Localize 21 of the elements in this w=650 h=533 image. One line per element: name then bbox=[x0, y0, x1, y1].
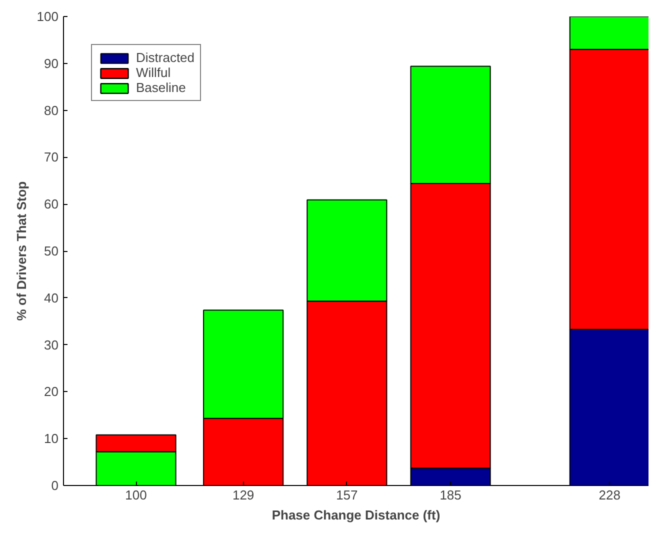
x-axis-title: Phase Change Distance (ft) bbox=[272, 508, 440, 522]
x-tick-label: 157 bbox=[336, 488, 358, 502]
x-tick-label: 100 bbox=[125, 488, 147, 502]
y-tick-label: 30 bbox=[44, 337, 59, 352]
y-tick-label: 80 bbox=[44, 102, 59, 118]
legend-label: Willful bbox=[136, 65, 171, 80]
x-tick-label: 129 bbox=[232, 488, 254, 502]
y-tick-label: 100 bbox=[36, 9, 59, 24]
y-tick-label: 70 bbox=[44, 150, 59, 165]
y-axis-title: % of Drivers That Stop bbox=[14, 181, 29, 321]
x-tick-label: 228 bbox=[598, 488, 621, 502]
y-tick-label: 40 bbox=[44, 290, 59, 306]
y-tick-label: 50 bbox=[44, 244, 59, 258]
y-tick-label: 20 bbox=[44, 384, 59, 400]
y-tick-label: 60 bbox=[44, 196, 59, 212]
y-tick-label: 0 bbox=[51, 478, 59, 493]
legend-label: Distracted bbox=[136, 50, 195, 65]
x-tick-label: 185 bbox=[440, 488, 462, 502]
y-tick-label: 90 bbox=[44, 56, 59, 71]
legend-label: Baseline bbox=[136, 80, 186, 95]
y-tick-label: 10 bbox=[44, 431, 59, 446]
